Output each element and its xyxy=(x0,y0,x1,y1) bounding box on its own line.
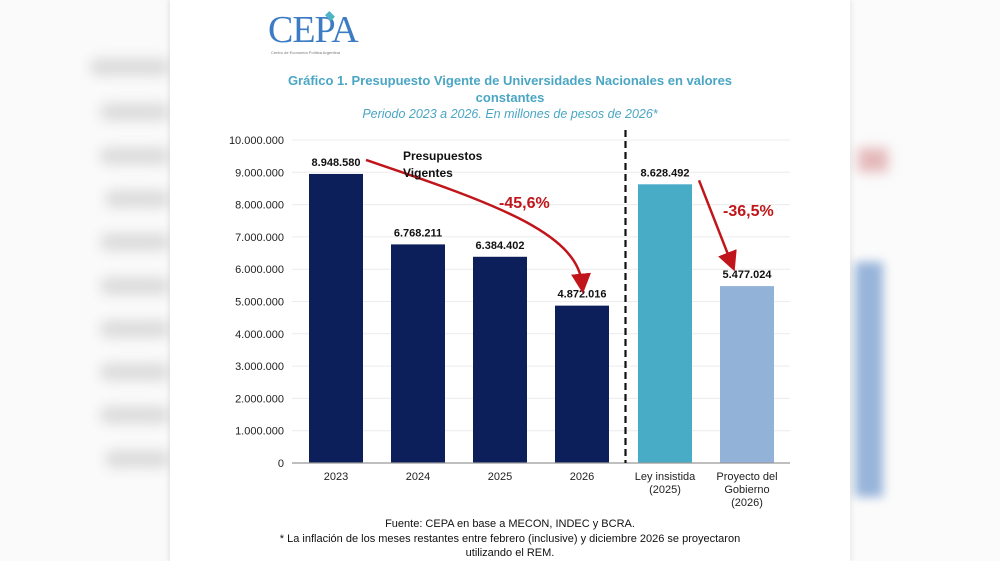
chart-title-line2: constantes xyxy=(475,90,545,105)
percent-change-45: -45,6% xyxy=(499,195,550,212)
blurred-text xyxy=(100,277,170,295)
bar-6 xyxy=(720,286,774,463)
percent-change-36: -36,5% xyxy=(723,203,774,220)
y-tick-label: 0 xyxy=(278,458,284,470)
decline-arrow-2023-2026 xyxy=(365,158,591,294)
y-tick-label: 10.000.000 xyxy=(229,135,284,147)
data-labels: 8.948.580 6.768.211 6.384.402 4.872.016 8.62… xyxy=(312,157,773,301)
blurred-text xyxy=(100,363,170,381)
bar-3 xyxy=(473,256,527,463)
x-tick-label: 2024 xyxy=(406,471,430,483)
x-tick-label: (2025) xyxy=(649,484,681,496)
chart-subtitle: Periodo 2023 a 2026. En millones de peso… xyxy=(362,107,658,121)
decline-arrow-ley-proyecto xyxy=(697,179,737,272)
blurred-text xyxy=(100,406,170,424)
y-tick-label: 5.000.000 xyxy=(235,297,284,309)
data-label: 8.948.580 xyxy=(312,157,361,169)
blurred-text xyxy=(100,147,170,165)
x-tick-label: 2026 xyxy=(570,471,594,483)
data-label: 8.628.492 xyxy=(641,167,690,179)
bar-1 xyxy=(309,173,363,463)
y-tick-label: 2.000.000 xyxy=(235,393,284,405)
x-tick-label: (2026) xyxy=(731,497,763,509)
footer-note-line2: utilizando el REM. xyxy=(465,547,555,559)
footer-note-line1: * La inflación de los meses restantes en… xyxy=(279,533,741,545)
data-label: 4.872.016 xyxy=(558,289,607,301)
x-tick-label: Ley insistida xyxy=(635,471,696,483)
bar-2 xyxy=(391,244,445,463)
x-tick-label: Proyecto del xyxy=(716,471,777,483)
blurred-text xyxy=(100,233,170,251)
y-tick-label: 9.000.000 xyxy=(235,167,284,179)
chart-title-line1: Gráfico 1. Presupuesto Vigente de Univer… xyxy=(287,73,733,88)
x-tick-label: 2025 xyxy=(488,471,512,483)
blurred-text xyxy=(105,450,170,468)
blurred-text xyxy=(100,320,170,338)
x-tick-label: Gobierno xyxy=(724,484,769,496)
blurred-text xyxy=(105,190,170,208)
bars xyxy=(309,173,774,463)
footer-source: Fuente: CEPA en base a MECON, INDEC y BC… xyxy=(385,518,635,530)
gridlines xyxy=(292,139,790,432)
blurred-text xyxy=(90,58,170,76)
data-label: 6.384.402 xyxy=(476,240,525,252)
x-tick-label: 2023 xyxy=(324,471,348,483)
blurred-bar xyxy=(855,262,883,497)
data-label: 5.477.024 xyxy=(723,269,773,281)
annotation-vigentes: Vigentes xyxy=(403,166,453,180)
y-axis: 0 1.000.000 2.000.000 3.000.000 4.000.000 5.0… xyxy=(229,135,284,470)
y-tick-label: 3.000.000 xyxy=(235,361,284,373)
y-tick-label: 6.000.000 xyxy=(235,264,284,276)
y-tick-label: 8.000.000 xyxy=(235,200,284,212)
bar-4 xyxy=(555,305,609,463)
annotation-presupuestos: Presupuestos xyxy=(403,149,483,163)
y-tick-label: 4.000.000 xyxy=(235,329,284,341)
logo-subtitle: Centro de Economía Política Argentina xyxy=(271,50,340,55)
data-label: 6.768.211 xyxy=(394,227,442,239)
y-tick-label: 1.000.000 xyxy=(235,426,284,438)
cepa-logo: CEPA Centro de Economía Política Argenti… xyxy=(268,10,359,55)
x-axis: 2023 2024 2025 2026 Ley insistida(2025) Proye… xyxy=(292,462,790,509)
logo-text: CEPA xyxy=(268,9,359,51)
chart-title: Gráfico 1. Presupuesto Vigente de Univer… xyxy=(270,72,750,106)
bar-5 xyxy=(638,184,692,463)
blurred-text xyxy=(100,103,170,121)
y-tick-label: 7.000.000 xyxy=(235,232,284,244)
blurred-annotation xyxy=(858,148,888,172)
